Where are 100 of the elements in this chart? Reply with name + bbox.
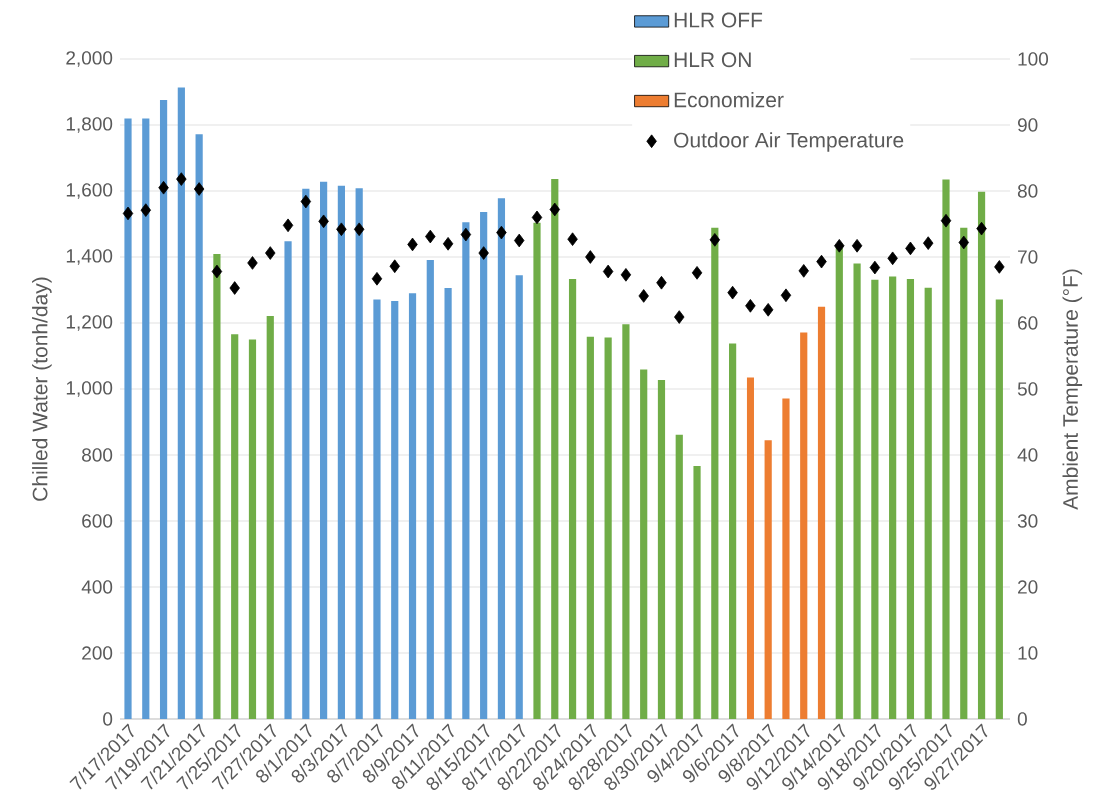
point [229,281,240,295]
bar [480,212,488,719]
bar [355,188,363,719]
point [656,275,667,290]
bar [871,279,879,719]
y2-axis-title: Ambient Temperature (°F) [1062,269,1083,510]
bar [373,299,381,719]
bar [657,380,666,719]
point [923,236,934,250]
bar [302,188,310,719]
y2-tick-label: 20 [1018,580,1038,594]
point [762,303,774,317]
point [940,213,952,228]
point [531,210,543,225]
bar [889,276,897,719]
bar [213,254,221,719]
y-tick-label: 1,800 [66,117,113,133]
y-axis-title: Chilled Water (tonh/day) [32,277,52,501]
bar [159,99,168,719]
bar [906,279,915,719]
bar [604,337,612,719]
point [158,180,169,195]
legend-label: Economizer [674,91,784,108]
point [798,264,809,278]
bar [640,369,648,719]
point [976,221,987,236]
point [478,246,489,260]
y-tick-label: 2,000 [66,51,113,67]
bar [942,179,950,719]
y2-tick-label: 0 [1017,712,1027,726]
bar [924,287,932,719]
bar [568,279,577,719]
point [994,260,1005,274]
y2-tick-label: 70 [1018,250,1038,264]
y2-tick-label: 10 [1018,646,1038,660]
bar [551,179,559,719]
point [300,194,312,209]
bar [195,134,203,719]
point [745,299,756,313]
point [336,222,347,237]
y2-tick-label: 100 [1018,52,1049,66]
point [585,250,596,264]
point [709,233,721,247]
point [602,264,614,279]
point [140,203,151,217]
point [176,172,187,186]
point [691,266,703,280]
point [442,237,454,251]
bar [284,241,292,719]
y-tick-label: 1,200 [66,315,113,331]
bar [817,306,826,719]
bar [462,222,470,719]
bar [835,246,843,719]
point [834,238,845,253]
bar [800,332,808,719]
bar [586,336,594,719]
y-tick-label: 400 [81,580,113,594]
bar [533,222,541,719]
y-tick-label: 600 [82,514,113,528]
bar [142,118,150,719]
point [514,233,525,248]
y2-tick-label: 50 [1017,382,1038,396]
point [496,225,507,240]
point [958,235,969,250]
y-tick-label: 1,400 [66,249,113,265]
y2-tick-label: 30 [1017,514,1038,528]
point [620,268,632,282]
bar [764,440,772,719]
bar [444,288,452,719]
legend-label: Outdoor Air Temperature [674,132,904,152]
bar [729,343,737,719]
point [407,237,418,252]
bar [782,398,790,719]
bar [408,293,417,719]
point [318,214,329,229]
bar [977,191,986,719]
point [567,232,578,246]
bar [248,339,257,719]
bar [266,316,274,719]
point [905,241,916,256]
point [674,310,685,324]
bar [337,185,345,719]
bar [622,324,630,719]
bar [320,181,328,719]
bar [515,275,523,719]
point [265,246,276,260]
bar [711,227,719,719]
point [122,206,134,221]
bar [391,300,399,719]
y2-tick-label: 80 [1017,184,1038,198]
bar [693,465,701,719]
legend-label: HLR OFF [674,12,763,28]
bar [426,259,434,719]
point [780,288,792,303]
bar [231,334,239,719]
bar [177,87,185,719]
point [816,254,827,269]
point [460,227,472,242]
bar [124,118,132,719]
y-tick-label: 1,600 [66,183,113,199]
